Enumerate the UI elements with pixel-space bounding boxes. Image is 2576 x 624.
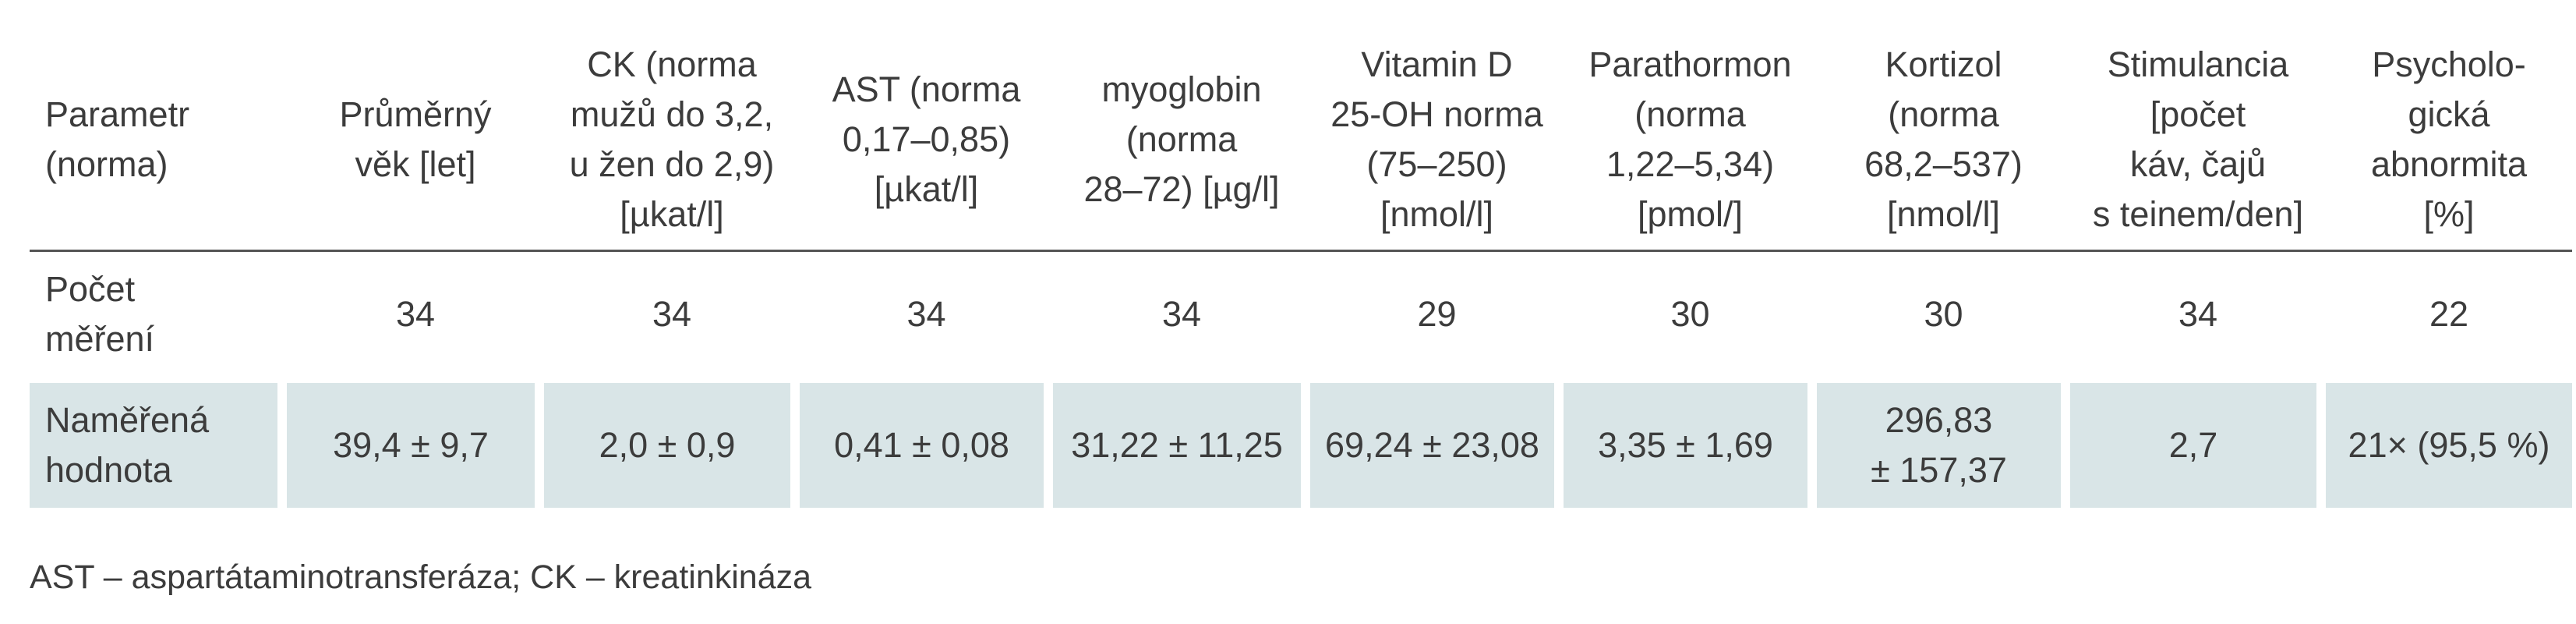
header-line: Parametr <box>45 94 190 134</box>
table-cell: 2,0 ± 0,9 <box>544 383 800 508</box>
cell-line: ± 157,37 <box>1871 450 2007 490</box>
header-line: Psycholo- <box>2372 44 2526 84</box>
header-line: s teinem/den] <box>2092 194 2304 234</box>
header-line: 28–72) [µg/l] <box>1083 169 1280 209</box>
cell-line: 296,83 <box>1885 400 1993 440</box>
row-label: Naměřená hodnota <box>30 383 287 508</box>
table-cell: 34 <box>2178 294 2218 334</box>
table-row-pocet-mereni: Počet měření 34 34 34 34 29 30 30 34 22 <box>30 252 2572 377</box>
header-line: [%] <box>2423 194 2475 234</box>
table-cell: 34 <box>652 294 692 334</box>
table-cell: 22 <box>2429 294 2469 334</box>
header-kortizol: Kortizol (norma 68,2–537) [nmol/l] <box>1817 30 2070 250</box>
header-divider <box>30 250 2572 252</box>
row-label-line: Počet <box>45 269 136 309</box>
header-line: gická <box>2408 94 2490 134</box>
header-line: (norma <box>1125 119 1238 159</box>
header-line: u žen do 2,9) <box>569 144 775 184</box>
header-ast: AST (norma 0,17–0,85) [µkat/l] <box>800 30 1053 250</box>
header-line: 1,22–5,34) <box>1606 144 1775 184</box>
header-parametr: Parametr (norma) <box>30 30 287 250</box>
header-line: mužů do 3,2, <box>570 94 774 134</box>
header-line: abnormita <box>2370 144 2528 184</box>
header-stimulancia: Stimulancia [počet káv, čajů s teinem/de… <box>2070 30 2326 250</box>
header-line: Parathormon <box>1588 44 1792 84</box>
header-line: (norma <box>1634 94 1746 134</box>
row-label-line: hodnota <box>45 450 172 490</box>
header-line: káv, čajů <box>2129 144 2267 184</box>
header-rule <box>30 250 2572 252</box>
header-line: Kortizol <box>1885 44 2002 84</box>
header-line: (norma <box>1888 94 1999 134</box>
table-cell: 3,35 ± 1,69 <box>1564 383 1817 508</box>
table-cell: 69,24 ± 23,08 <box>1310 383 1564 508</box>
table-cell: 34 <box>395 294 436 334</box>
header-line: Vitamin D <box>1361 44 1513 84</box>
table-footnote: AST – aspartátaminotransferáza; CK – kre… <box>30 558 812 596</box>
table-cell: 21× (95,5 %) <box>2326 383 2572 508</box>
header-line: [počet <box>2150 94 2246 134</box>
table-header-row: Parametr (norma) Průměrný věk [let] CK (… <box>30 30 2572 250</box>
header-line: (norma) <box>45 144 168 184</box>
header-line: [pmol/] <box>1637 194 1744 234</box>
header-vitamin-d: Vitamin D 25-OH norma (75–250) [nmol/l] <box>1310 30 1564 250</box>
header-line: 0,17–0,85) <box>842 119 1011 159</box>
table-cell: 296,83 ± 157,37 <box>1817 383 2070 508</box>
row-label-line: měření <box>45 319 155 359</box>
table-cell: 30 <box>1924 294 1963 334</box>
header-line: [µkat/l] <box>874 169 979 209</box>
header-line: Průměrný <box>339 94 492 134</box>
header-myoglobin: myoglobin (norma 28–72) [µg/l] <box>1053 30 1310 250</box>
data-table-container: Parametr (norma) Průměrný věk [let] CK (… <box>30 30 2572 508</box>
row-label-line: Naměřená <box>45 400 210 440</box>
table-cell: 29 <box>1417 294 1457 334</box>
header-line: věk [let] <box>355 144 476 184</box>
header-ck: CK (norma mužů do 3,2, u žen do 2,9) [µk… <box>544 30 800 250</box>
header-line: 68,2–537) <box>1864 144 2023 184</box>
spacer-cell <box>30 377 2572 383</box>
header-line: [µkat/l] <box>620 194 724 234</box>
table-cell: 31,22 ± 11,25 <box>1053 383 1310 508</box>
table-cell: 39,4 ± 9,7 <box>287 383 544 508</box>
header-line: myoglobin <box>1101 69 1262 109</box>
header-parathormon: Parathormon (norma 1,22–5,34) [pmol/] <box>1564 30 1817 250</box>
header-line: Stimulancia <box>2107 44 2289 84</box>
header-line: CK (norma <box>587 44 757 84</box>
header-line: (75–250) <box>1366 144 1507 184</box>
table-cell: 2,7 <box>2070 383 2326 508</box>
table-row-namerena-hodnota: Naměřená hodnota 39,4 ± 9,7 2,0 ± 0,9 0,… <box>30 383 2572 508</box>
data-table: Parametr (norma) Průměrný věk [let] CK (… <box>30 30 2572 508</box>
table-cell: 34 <box>1161 294 1202 334</box>
table-cell: 0,41 ± 0,08 <box>800 383 1053 508</box>
header-line: AST (norma <box>832 69 1021 109</box>
row-label: Počet měření <box>30 252 287 377</box>
header-prumerny-vek: Průměrný věk [let] <box>287 30 544 250</box>
table-cell: 34 <box>906 294 946 334</box>
header-line: [nmol/l] <box>1380 194 1494 234</box>
header-psychologicka-abnormita: Psycholo- gická abnormita [%] <box>2326 30 2572 250</box>
header-line: 25-OH norma <box>1330 94 1543 134</box>
header-line: [nmol/l] <box>1886 194 2001 234</box>
table-cell: 30 <box>1670 294 1710 334</box>
row-spacer <box>30 377 2572 383</box>
